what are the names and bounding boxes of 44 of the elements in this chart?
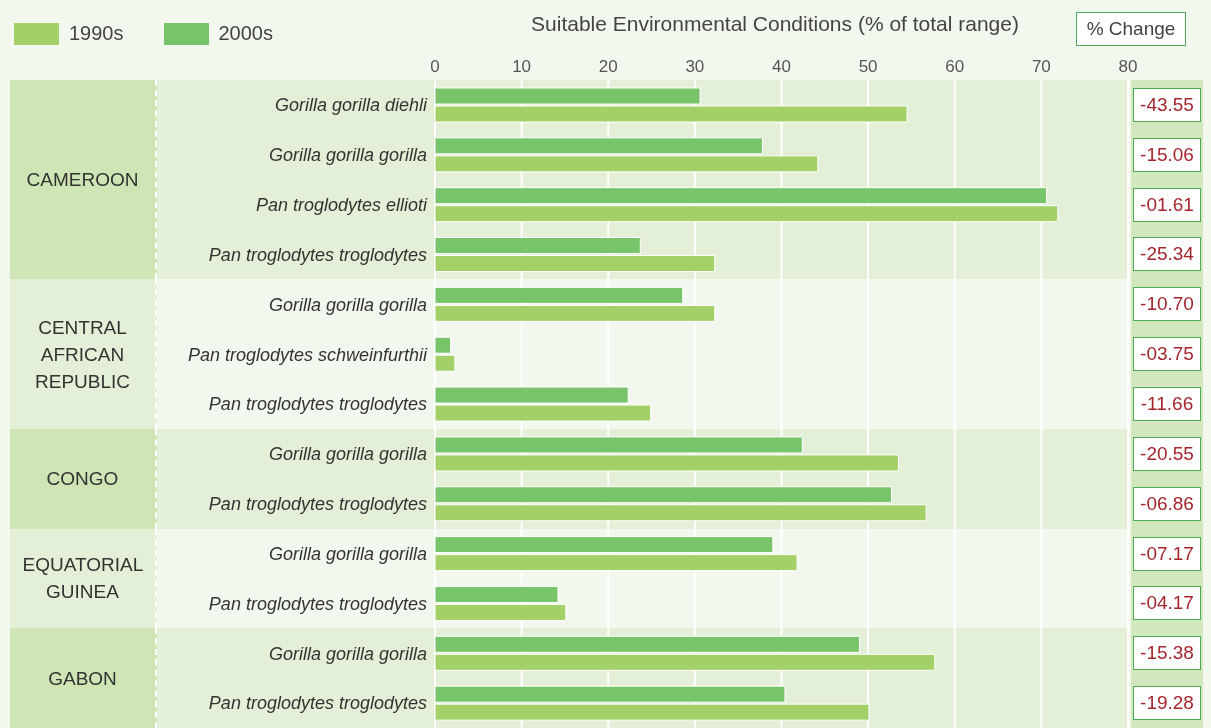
text: EQUATORIAL GUINEA — [22, 553, 144, 605]
text: -04.17 — [1133, 586, 1201, 621]
y-tick-label: Gorilla gorilla gorilla — [268, 145, 427, 166]
text: -07.17 — [1133, 536, 1201, 571]
x-tick-label: 40 — [772, 57, 791, 76]
text: CENTRAL AFRICAN REPUBLIC — [34, 315, 131, 394]
text: CONGO — [45, 467, 120, 492]
y-tick-label: Gorilla gorilla diehli — [274, 95, 428, 116]
text: -10.70 — [1133, 287, 1201, 322]
text: -01.61 — [1133, 187, 1201, 222]
text: -19.28 — [1133, 686, 1201, 721]
x-tick-label: 10 — [512, 57, 532, 76]
x-tick-label: 30 — [685, 57, 705, 76]
y-tick-label: Pan troglodytes troglodytes — [208, 693, 427, 714]
y-tick-label: Gorilla gorilla gorilla — [268, 543, 427, 564]
text: % Change — [1076, 12, 1186, 46]
text: -20.55 — [1133, 436, 1201, 471]
text: -43.55 — [1133, 87, 1201, 122]
legend-label: 1990s — [69, 22, 124, 45]
legend-label: 2000s — [218, 22, 273, 45]
text: -15.38 — [1133, 636, 1201, 671]
x-tick-label: 70 — [1031, 57, 1051, 76]
x-tick-label: 0 — [430, 57, 440, 76]
x-tick-label: 50 — [858, 57, 878, 76]
text: -03.75 — [1133, 337, 1201, 372]
y-tick-label: Pan troglodytes troglodytes — [208, 494, 427, 515]
y-tick-label: Gorilla gorilla gorilla — [268, 643, 427, 664]
y-tick-label: Pan troglodytes troglodytes — [208, 244, 427, 265]
x-tick-label: 60 — [945, 57, 965, 76]
x-tick-label: 80 — [1118, 57, 1138, 76]
x-axis-title: Suitable Environmental Conditions (% of total range) — [531, 12, 1019, 35]
text: GABON — [47, 666, 118, 691]
text: -25.34 — [1133, 237, 1201, 272]
y-tick-label: Pan troglodytes troglodytes — [208, 593, 427, 614]
x-tick-label: 20 — [598, 57, 618, 76]
y-tick-label: Pan troglodytes ellioti — [255, 195, 428, 216]
text: -06.86 — [1133, 486, 1201, 521]
y-tick-label: Pan troglodytes schweinfurthii — [187, 344, 428, 365]
text: CAMEROON — [25, 168, 140, 193]
y-tick-label: Gorilla gorilla gorilla — [268, 294, 427, 315]
y-tick-label: Pan troglodytes troglodytes — [208, 394, 427, 415]
text: -11.66 — [1133, 387, 1201, 421]
text: -15.06 — [1133, 137, 1201, 172]
y-tick-label: Gorilla gorilla gorilla — [268, 444, 427, 465]
